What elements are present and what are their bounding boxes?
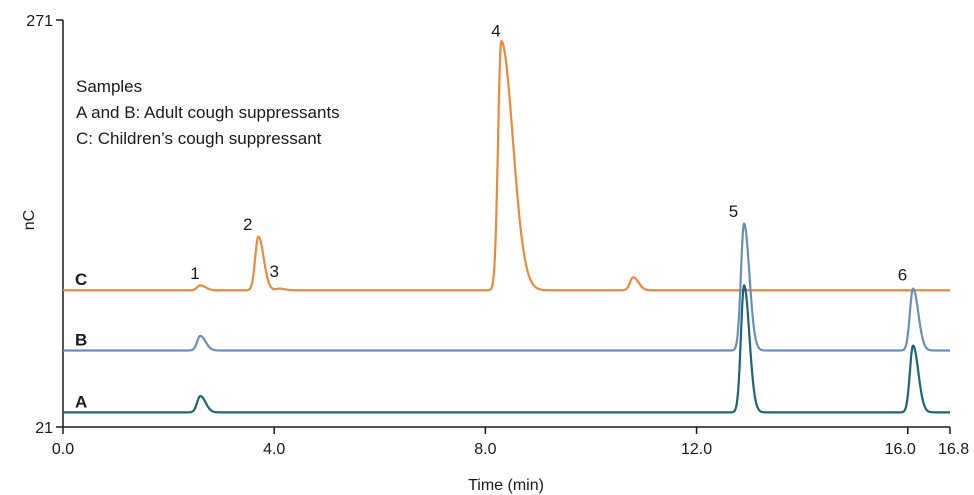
x-tick-label: 8.0 bbox=[474, 441, 496, 458]
x-axis-label: Time (min) bbox=[468, 477, 544, 494]
plot-axes bbox=[62, 20, 950, 428]
note-line: Samples bbox=[76, 77, 142, 96]
trace-label-a: A bbox=[75, 392, 87, 411]
peak-label-3: 3 bbox=[269, 262, 278, 281]
x-tick-label: 16.0 bbox=[885, 441, 916, 458]
y-axis-label: nC bbox=[21, 210, 38, 230]
note-line: A and B: Adult cough suppressants bbox=[76, 103, 340, 122]
trace-labels: C B A bbox=[75, 270, 87, 411]
peak-label-2: 2 bbox=[243, 215, 252, 234]
y-tick-label: 271 bbox=[26, 13, 53, 30]
x-tick-label: 12.0 bbox=[681, 441, 712, 458]
trace-b bbox=[62, 222, 951, 352]
peak-label-5: 5 bbox=[729, 202, 738, 221]
peak-label-1: 1 bbox=[190, 264, 199, 283]
trace-a bbox=[62, 284, 951, 414]
x-tick-label: 4.0 bbox=[263, 441, 285, 458]
x-tick-label: 16.8 bbox=[938, 441, 969, 458]
annotation-notes: Samples A and B: Adult cough suppressant… bbox=[76, 77, 340, 148]
y-tick-label: 21 bbox=[35, 420, 53, 437]
trace-lines bbox=[62, 40, 951, 414]
peak-labels: 1 2 3 4 5 6 bbox=[190, 21, 907, 284]
trace-label-b: B bbox=[75, 330, 87, 349]
trace-c bbox=[62, 40, 951, 292]
peak-label-6: 6 bbox=[898, 265, 907, 284]
trace-label-c: C bbox=[75, 270, 87, 289]
peak-label-4: 4 bbox=[491, 21, 500, 40]
x-tick-label: 0.0 bbox=[52, 441, 74, 458]
note-line: C: Children’s cough suppressant bbox=[76, 129, 322, 148]
